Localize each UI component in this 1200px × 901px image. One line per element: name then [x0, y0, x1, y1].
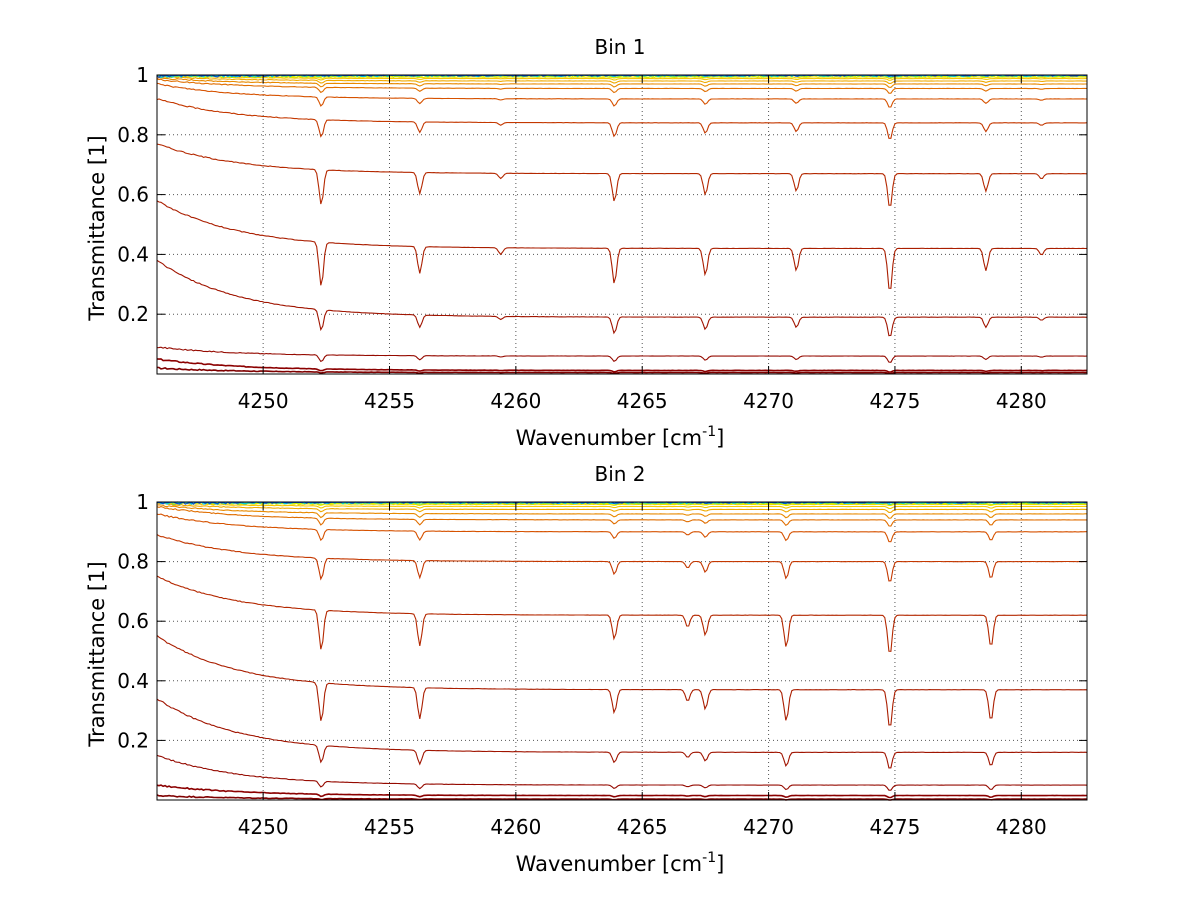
tick-labels: 4250 4255 4260 4265 4270 4275 4280 0.2 0.4 0.6 0.8…	[117, 490, 1087, 839]
x-axis-label-suffix: ]	[716, 852, 724, 876]
series-line	[156, 698, 1088, 769]
tick-labels: 4250 4255 4260 4265 4270 4275 4280 0.2 0.4 0.6 0.8…	[117, 63, 1087, 413]
series-line	[156, 794, 1088, 801]
series-line	[156, 513, 1087, 543]
series-group	[156, 74, 1088, 375]
series-line	[156, 82, 1088, 108]
series-line	[156, 200, 1088, 289]
y-axis-label: Transmittance [1]	[85, 561, 109, 747]
series-line	[156, 506, 1087, 527]
x-axis-label-main: Wavenumber [cm	[516, 852, 702, 876]
y-tick-label: 0.6	[117, 609, 149, 633]
x-tick-label: 4270	[743, 815, 794, 839]
panel-bin-1: Bin 1 Transmittance [1] Wavenumber [cm-1…	[85, 35, 1088, 450]
panel-bin-2: Bin 2 Transmittance [1] Wavenumber [cm-1…	[85, 462, 1088, 876]
series-line	[156, 534, 1087, 582]
x-tick-label: 4260	[490, 389, 541, 413]
x-tick-label: 4250	[238, 815, 289, 839]
x-axis-label-superscript: -1	[702, 424, 716, 440]
series-line	[156, 98, 1088, 139]
x-tick-label: 4265	[617, 815, 668, 839]
series-line	[156, 75, 1087, 84]
y-tick-label: 1	[136, 63, 149, 87]
series-line	[156, 575, 1087, 652]
series-line	[156, 754, 1088, 791]
grid	[157, 74, 1087, 374]
y-tick-label: 0.4	[117, 242, 149, 266]
y-tick-label: 0.8	[117, 550, 149, 574]
y-tick-label: 0.2	[117, 302, 149, 326]
x-tick-label: 4260	[490, 815, 541, 839]
series-line	[156, 366, 1088, 375]
x-axis-label-main: Wavenumber [cm	[516, 426, 702, 450]
x-axis-label: Wavenumber [cm-1]	[516, 850, 725, 876]
x-axis-label-suffix: ]	[716, 426, 724, 450]
y-tick-label: 0.8	[117, 123, 149, 147]
x-tick-label: 4250	[238, 389, 289, 413]
series-line	[156, 504, 1087, 519]
x-tick-label: 4280	[996, 815, 1047, 839]
y-tick-label: 0.4	[117, 669, 149, 693]
x-tick-label: 4275	[869, 389, 920, 413]
x-tick-label: 4265	[617, 389, 668, 413]
series-line	[156, 74, 1087, 81]
x-tick-label: 4270	[743, 389, 794, 413]
chart-title: Bin 2	[594, 462, 645, 486]
x-axis-label: Wavenumber [cm-1]	[516, 424, 725, 450]
y-tick-label: 1	[136, 490, 149, 514]
x-tick-label: 4280	[996, 389, 1047, 413]
x-tick-label: 4255	[364, 815, 415, 839]
series-line	[156, 784, 1088, 799]
axes-frame	[156, 74, 1088, 375]
series-line	[156, 634, 1088, 726]
series-line	[156, 358, 1087, 373]
series-line	[156, 143, 1088, 206]
y-axis-label: Transmittance [1]	[85, 135, 109, 321]
x-tick-label: 4275	[869, 815, 920, 839]
axes-frame	[156, 501, 1088, 801]
series-group	[156, 501, 1088, 801]
series-line	[156, 259, 1088, 337]
x-tick-label: 4255	[364, 389, 415, 413]
series-line	[156, 502, 1087, 513]
y-tick-label: 0.6	[117, 183, 149, 207]
chart-title: Bin 1	[594, 35, 645, 59]
series-line	[156, 77, 1087, 88]
grid	[157, 501, 1087, 800]
y-tick-label: 0.2	[117, 728, 149, 752]
series-line	[156, 501, 1087, 509]
series-line	[156, 346, 1088, 363]
series-line	[156, 501, 1088, 507]
x-axis-label-superscript: -1	[702, 850, 716, 866]
series-line	[156, 78, 1088, 94]
